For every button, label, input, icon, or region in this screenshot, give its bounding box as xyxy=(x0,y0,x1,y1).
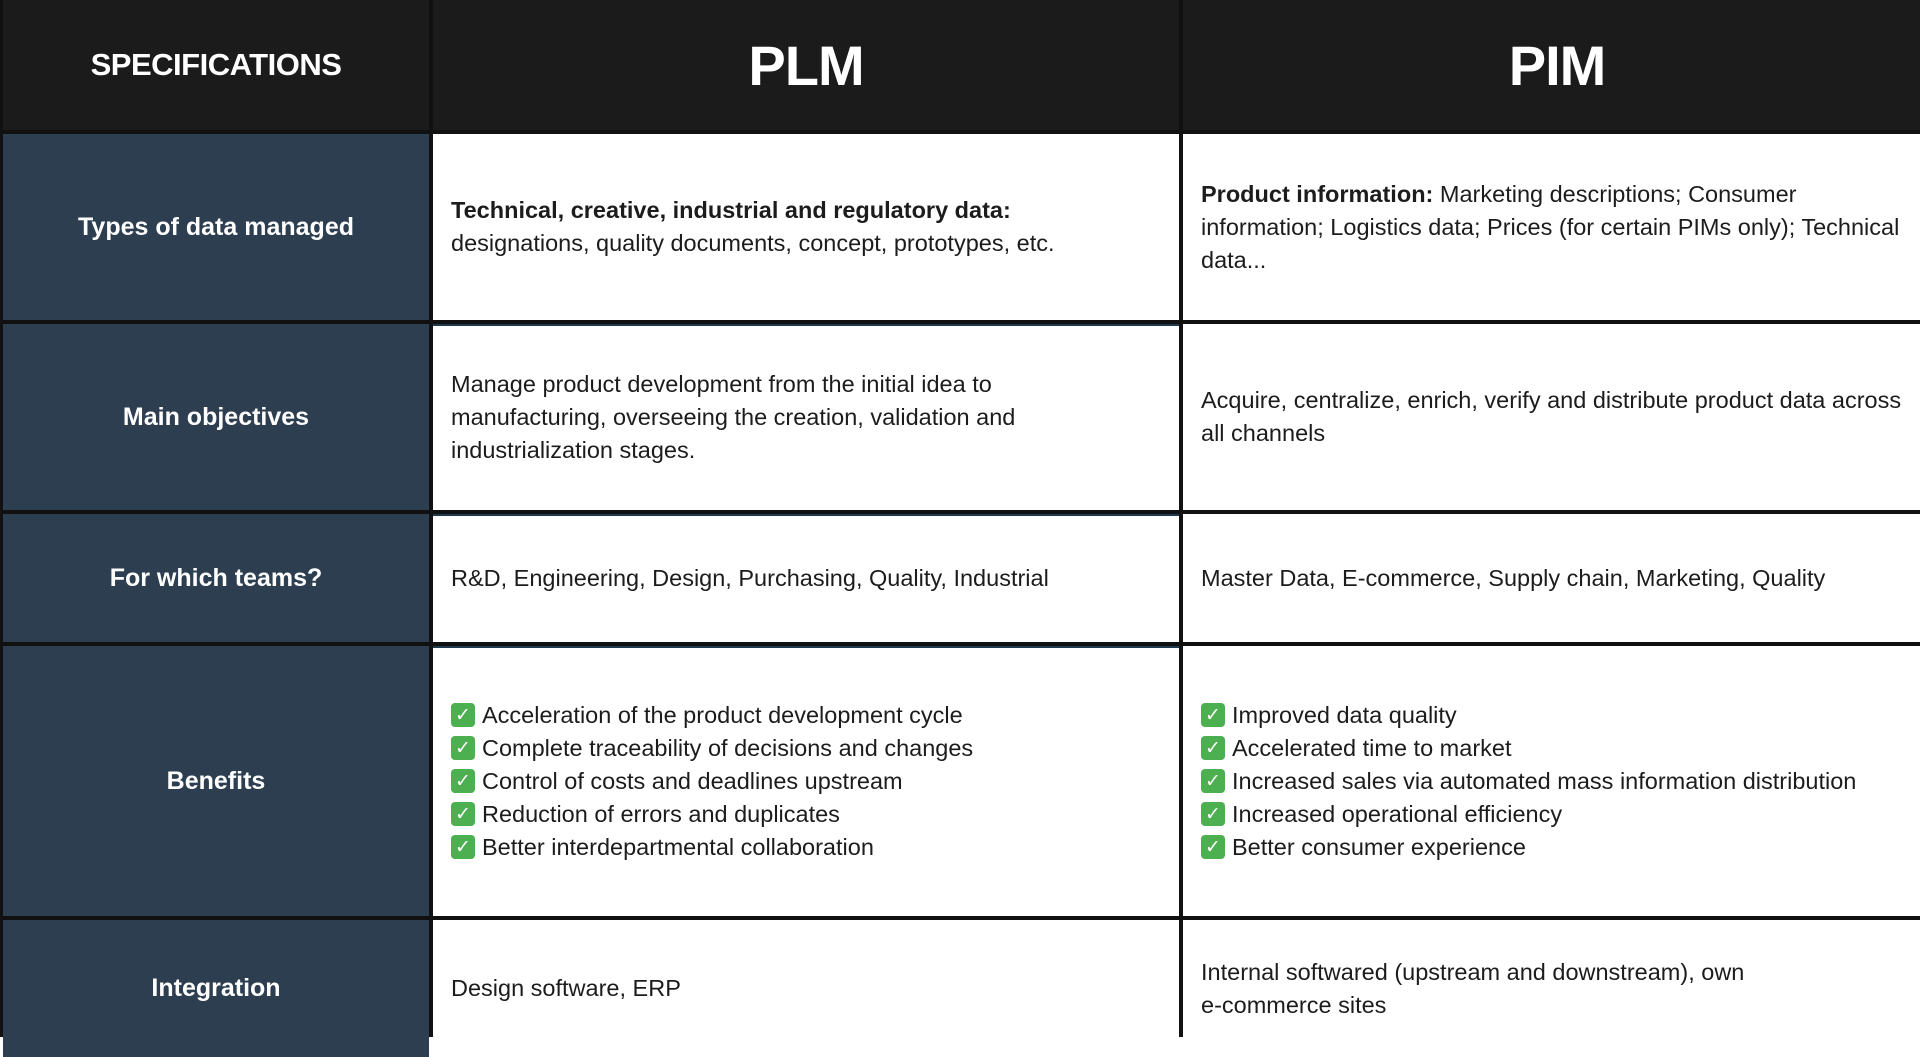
header-pim: PIM xyxy=(1183,0,1920,130)
plm-integration-text: Design software, ERP xyxy=(451,975,681,1001)
pim-teams-text: Master Data, E-commerce, Supply chain, M… xyxy=(1201,564,1826,591)
cell-pim-integration: Internal softwared (upstream and downstr… xyxy=(1183,920,1920,1057)
cell-pim-types: Product information: Marketing descripti… xyxy=(1183,134,1920,320)
benefit-text: Better consumer experience xyxy=(1232,833,1526,860)
pim-integration-line-1: Internal softwared (upstream and downstr… xyxy=(1201,958,1745,985)
cell-plm-benefits: ✓ Acceleration of the product development… xyxy=(433,646,1179,916)
row-label-teams: For which teams? xyxy=(3,514,429,642)
row-label-benefits: Benefits xyxy=(3,646,429,916)
plm-objectives-text: Manage product development from the init… xyxy=(451,370,1016,463)
benefit-text: Accelerated time to market xyxy=(1232,734,1512,761)
row-label-types: Types of data managed xyxy=(3,134,429,320)
cell-plm-integration: Design software, ERP xyxy=(433,920,1179,1057)
pim-integration-line-2: e-commerce sites xyxy=(1201,991,1387,1018)
check-box-icon: ✓ xyxy=(1201,703,1225,727)
benefit-text: Acceleration of the product development … xyxy=(482,701,963,728)
check-box-icon: ✓ xyxy=(451,802,475,826)
row-label-integration: Integration xyxy=(3,920,429,1057)
pim-types-heading: Product information: xyxy=(1201,180,1434,207)
benefit-text: Increased operational efficiency xyxy=(1232,800,1563,827)
check-box-icon: ✓ xyxy=(451,703,475,727)
list-item: ✓ Improved data quality xyxy=(1201,699,1856,732)
cell-pim-objectives: Acquire, centralize, enrich, verify and … xyxy=(1183,324,1920,510)
cell-pim-teams: Master Data, E-commerce, Supply chain, M… xyxy=(1183,514,1920,642)
list-item: ✓ Complete traceability of decisions and … xyxy=(451,732,973,765)
list-item: ✓ Increased operational efficiency xyxy=(1201,798,1856,831)
list-item: ✓ Acceleration of the product development… xyxy=(451,699,973,732)
check-box-icon: ✓ xyxy=(451,769,475,793)
plm-benefits-list: ✓ Acceleration of the product development… xyxy=(451,699,973,864)
plm-types-heading: Technical, creative, industrial and regu… xyxy=(451,197,1011,223)
benefit-text: Control of costs and deadlines upstream xyxy=(482,767,903,794)
pim-benefits-list: ✓ Improved data quality ✓ Accelerated time… xyxy=(1201,699,1856,864)
check-box-icon: ✓ xyxy=(451,736,475,760)
list-item: ✓ Better consumer experience xyxy=(1201,831,1856,864)
plm-types-text: designations, quality documents, concept… xyxy=(451,230,1055,256)
check-box-icon: ✓ xyxy=(1201,835,1225,859)
pim-objectives-text: Acquire, centralize, enrich, verify and … xyxy=(1201,387,1902,446)
list-item: ✓ Better interdepartmental collaboration xyxy=(451,831,973,864)
benefit-text: Better interdepartmental collaboration xyxy=(482,833,874,860)
list-item: ✓ Control of costs and deadlines upstream xyxy=(451,765,973,798)
check-box-icon: ✓ xyxy=(1201,769,1225,793)
header-specifications: SPECIFICATIONS xyxy=(3,0,429,130)
header-plm: PLM xyxy=(433,0,1179,130)
check-box-icon: ✓ xyxy=(1201,802,1225,826)
benefit-text: Increased sales via automated mass infor… xyxy=(1232,767,1857,794)
list-item: ✓ Reduction of errors and duplicates xyxy=(451,798,973,831)
cell-pim-benefits: ✓ Improved data quality ✓ Accelerated time… xyxy=(1183,646,1920,916)
cell-plm-teams: R&D, Engineering, Design, Purchasing, Qu… xyxy=(433,514,1179,642)
row-label-objectives: Main objectives xyxy=(3,324,429,510)
plm-teams-text: R&D, Engineering, Design, Purchasing, Qu… xyxy=(451,564,1049,591)
list-item: ✓ Increased sales via automated mass info… xyxy=(1201,765,1856,798)
check-box-icon: ✓ xyxy=(451,835,475,859)
cell-plm-types: Technical, creative, industrial and regu… xyxy=(433,134,1179,320)
check-box-icon: ✓ xyxy=(1201,736,1225,760)
cell-plm-objectives: Manage product development from the init… xyxy=(433,324,1179,510)
benefit-text: Complete traceability of decisions and c… xyxy=(482,734,974,761)
benefit-text: Reduction of errors and duplicates xyxy=(482,800,840,827)
list-item: ✓ Accelerated time to market xyxy=(1201,732,1856,765)
pim-types-text: Marketing descriptions; Consumer informa… xyxy=(1201,180,1900,273)
benefit-text: Improved data quality xyxy=(1232,701,1457,728)
